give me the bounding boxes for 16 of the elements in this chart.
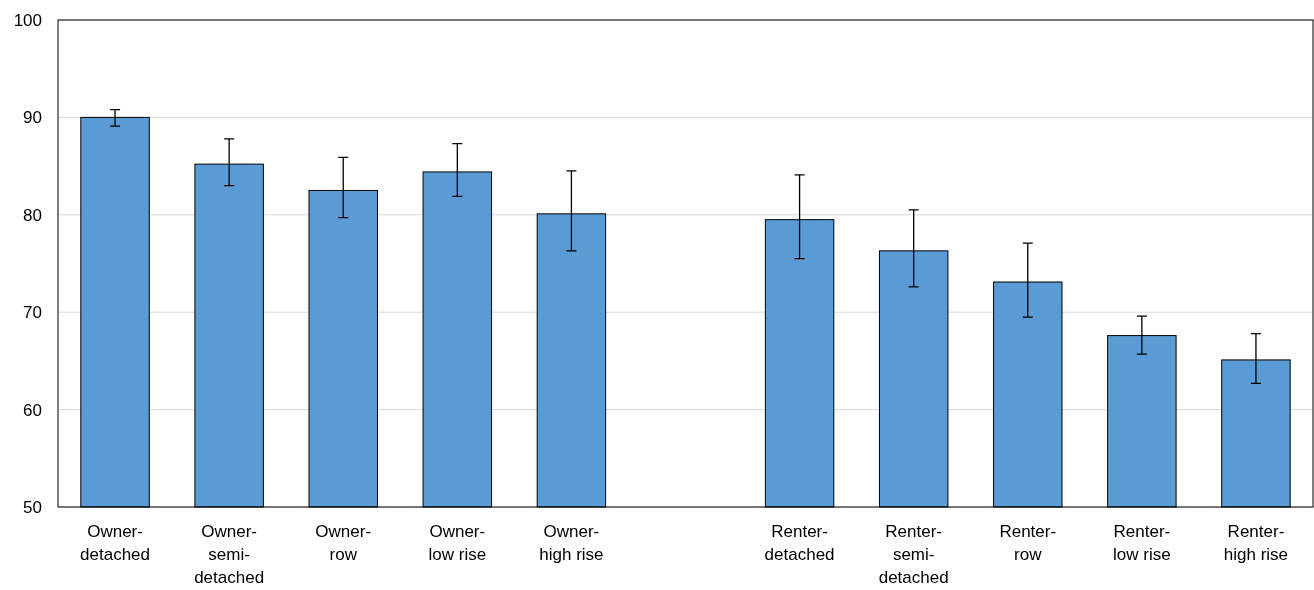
y-tick-label: 50 bbox=[23, 497, 42, 517]
x-tick-label: Owner- low rise bbox=[428, 522, 487, 564]
x-tick-label: Renter- row bbox=[999, 522, 1057, 564]
x-tick-label: Renter- low rise bbox=[1113, 522, 1171, 564]
x-tick-label: Renter- detached bbox=[764, 522, 835, 564]
y-tick-label: 80 bbox=[23, 205, 42, 225]
x-tick-label: Renter- semi- detached bbox=[878, 522, 949, 587]
x-tick-label: Owner- semi- detached bbox=[194, 522, 265, 587]
x-tick-label: Owner- row bbox=[315, 522, 372, 564]
y-tick-label: 100 bbox=[13, 10, 42, 30]
y-tick-label: 70 bbox=[23, 303, 42, 323]
y-tick-label: 60 bbox=[23, 400, 42, 420]
x-tick-label: Owner- high rise bbox=[539, 522, 604, 564]
x-tick-label: Owner- detached bbox=[80, 522, 151, 564]
x-tick-label: Renter- high rise bbox=[1223, 522, 1289, 564]
y-tick-label: 90 bbox=[23, 108, 42, 128]
